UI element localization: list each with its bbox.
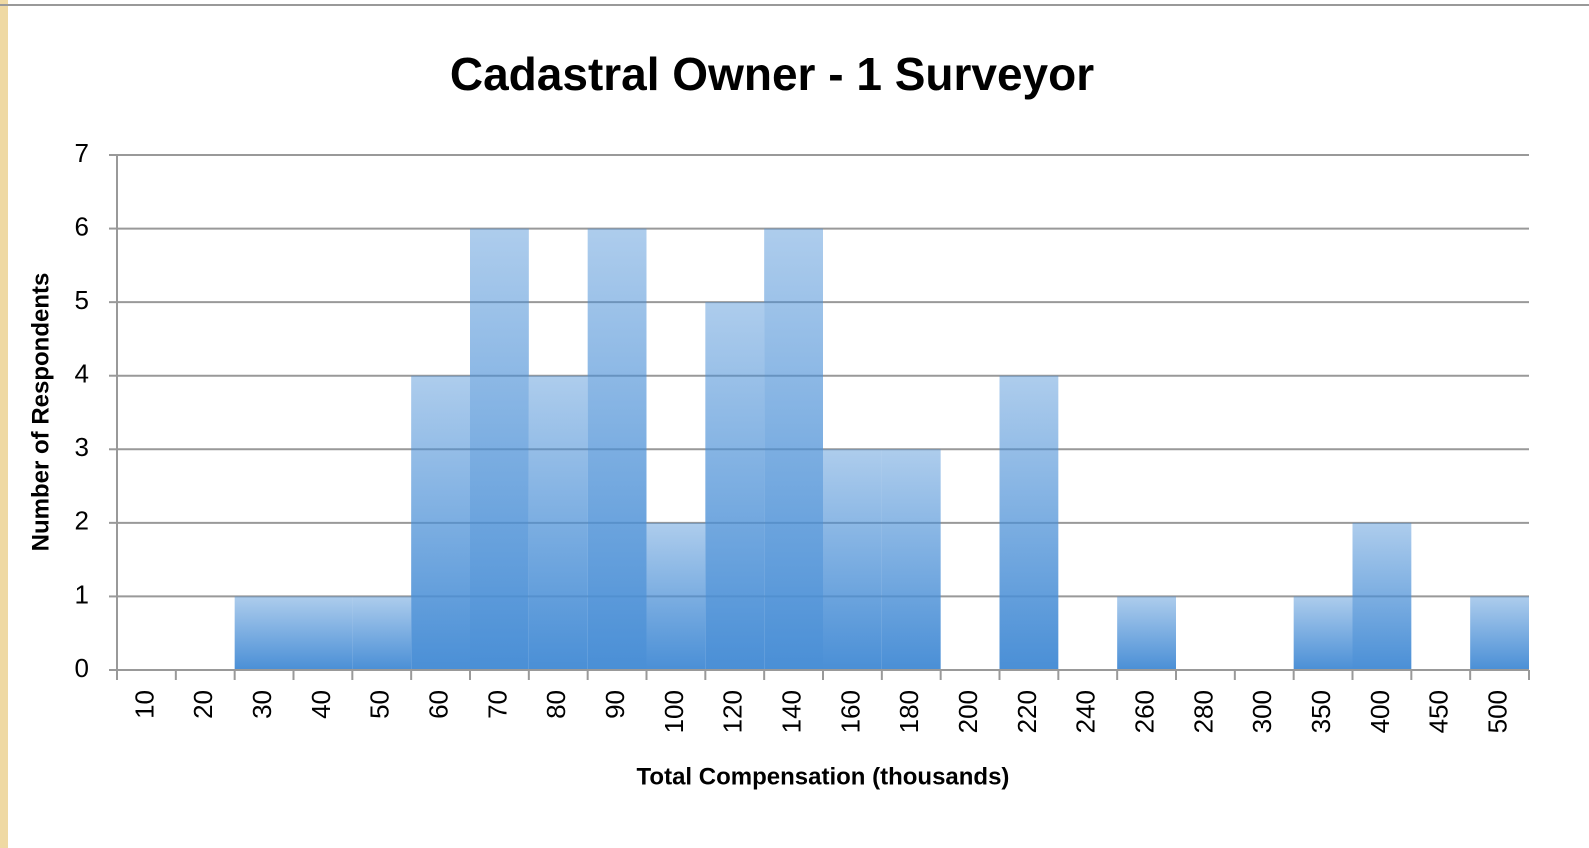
bar [470, 228, 529, 671]
x-tick-label: 500 [1482, 690, 1512, 733]
bar [1352, 522, 1412, 670]
x-tick-label: 120 [718, 690, 748, 733]
y-tick-label: 0 [75, 653, 89, 683]
bar [411, 375, 470, 670]
x-tick-label: 260 [1129, 690, 1159, 733]
bar [764, 228, 823, 671]
x-tick-label: 160 [835, 690, 865, 733]
bar [1470, 596, 1529, 670]
x-tick-label: 280 [1188, 690, 1218, 733]
x-tick-label: 140 [776, 690, 806, 733]
y-tick-label: 3 [75, 432, 89, 462]
y-axis-title: Number of Respondents [27, 273, 54, 552]
y-tick-label: 7 [75, 138, 89, 168]
x-tick-label: 50 [365, 690, 395, 719]
x-tick-label: 70 [482, 690, 512, 719]
bar [352, 596, 412, 670]
bar [1293, 596, 1353, 670]
y-tick-label: 2 [75, 506, 89, 536]
x-tick-label: 30 [247, 690, 277, 719]
x-tick-label: 220 [1012, 690, 1042, 733]
y-tick-label: 1 [75, 579, 89, 609]
bar [1117, 596, 1176, 670]
y-tick-label: 4 [75, 359, 89, 389]
x-tick-label: 200 [953, 690, 983, 733]
bar [999, 375, 1059, 670]
x-tick-label: 20 [188, 690, 218, 719]
bar [587, 228, 647, 671]
x-tick-label: 80 [541, 690, 571, 719]
x-tick-label: 60 [423, 690, 453, 719]
chart-title: Cadastral Owner - 1 Surveyor [450, 48, 1094, 100]
bar [646, 522, 706, 670]
side-strip [0, 0, 8, 848]
x-axis-title: Total Compensation (thousands) [637, 763, 1010, 790]
bar [823, 449, 882, 670]
x-tick-label: 10 [129, 690, 159, 719]
bar [881, 449, 941, 670]
y-tick-label: 5 [75, 285, 89, 315]
bar [528, 375, 588, 670]
x-tick-label: 300 [1247, 690, 1277, 733]
x-tick-label: 240 [1071, 690, 1101, 733]
x-tick-label: 100 [659, 690, 689, 733]
y-tick-label: 6 [75, 211, 89, 241]
x-tick-label: 450 [1424, 690, 1454, 733]
x-tick-label: 90 [600, 690, 630, 719]
x-tick-label: 350 [1306, 690, 1336, 733]
x-tick-label: 400 [1365, 690, 1395, 733]
x-tick-label: 180 [894, 690, 924, 733]
bar [705, 302, 765, 670]
bar [293, 596, 353, 670]
x-tick-label: 40 [306, 690, 336, 719]
bar [234, 596, 294, 670]
